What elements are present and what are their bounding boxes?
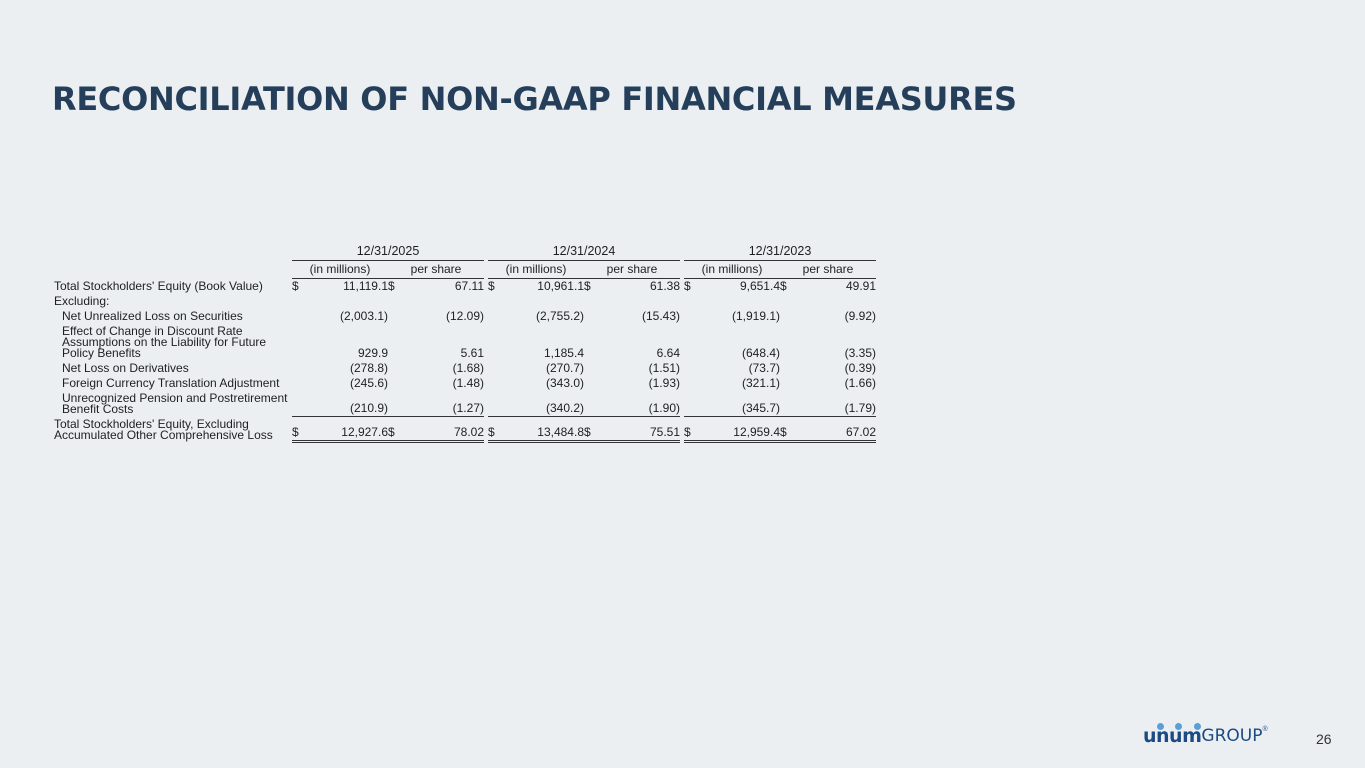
- cell-value: 67.11: [454, 279, 484, 293]
- col-header-per-share: per share: [584, 261, 680, 279]
- col-header-per-share: per share: [388, 261, 484, 279]
- cell-value: 9,651.4: [739, 279, 780, 293]
- table-row: Foreign Currency Translation Adjustment …: [54, 376, 876, 391]
- cell-value: (648.4): [741, 346, 780, 360]
- table-row-total: Total Stockholders' Equity, Excluding Ac…: [54, 417, 876, 443]
- table-row: Excluding:: [54, 294, 876, 309]
- logo-wordmark: unum: [1143, 723, 1202, 746]
- cell-value: (1.66): [844, 376, 876, 390]
- cell-value: (1.51): [648, 361, 680, 375]
- table-row: Unrecognized Pension and Postretirement …: [54, 391, 876, 417]
- label-header: [54, 246, 292, 261]
- dollar-sign: $: [684, 279, 691, 293]
- dollar-sign: $: [388, 417, 400, 443]
- cell-value: (9.92): [844, 309, 876, 323]
- dollar-sign: $: [584, 279, 591, 293]
- cell-value: 12,927.6: [304, 417, 388, 443]
- year-header: 12/31/2025: [292, 245, 484, 261]
- cell-value: (1.27): [400, 391, 484, 417]
- cell-value: 49.91: [845, 279, 876, 293]
- cell-value: (345.7): [696, 391, 780, 417]
- dollar-sign: $: [584, 417, 596, 443]
- dollar-sign: $: [292, 279, 299, 293]
- cell-value: 929.9: [357, 346, 388, 360]
- row-label: Net Loss on Derivatives: [62, 361, 189, 375]
- cell-value: (1.93): [648, 376, 680, 390]
- table-row: Effect of Change in Discount Rate Assump…: [54, 324, 876, 361]
- cell-value: (278.8): [349, 361, 388, 375]
- row-label: Foreign Currency Translation Adjustment: [62, 376, 280, 390]
- dollar-sign: $: [388, 279, 395, 293]
- row-label: Net Unrealized Loss on Securities: [62, 309, 243, 323]
- reconciliation-table: 12/31/2025 12/31/2024 12/31/2023 (in mil…: [54, 245, 876, 443]
- cell-value: (15.43): [641, 309, 680, 323]
- cell-value: 11,119.1: [343, 279, 388, 293]
- year-header-row: 12/31/2025 12/31/2024 12/31/2023: [54, 245, 876, 261]
- subheader-row: (in millions) per share (in millions) pe…: [54, 261, 876, 279]
- dollar-sign: $: [780, 279, 787, 293]
- cell-value: 12,959.4: [696, 417, 780, 443]
- table-row: Net Loss on Derivatives (278.8) (1.68) (…: [54, 361, 876, 376]
- dollar-sign: $: [488, 417, 500, 443]
- dollar-sign: $: [488, 279, 495, 293]
- cell-value: 1,185.4: [543, 346, 584, 360]
- row-label: Unrecognized Pension and Postretirement …: [62, 391, 288, 416]
- registered-mark: ®: [1262, 726, 1268, 733]
- col-header-per-share: per share: [780, 261, 876, 279]
- col-header-in-millions: (in millions): [488, 261, 584, 279]
- cell-value: (245.6): [349, 376, 388, 390]
- cell-value: (321.1): [741, 376, 780, 390]
- dollar-sign: $: [292, 417, 304, 443]
- year-header: 12/31/2023: [684, 245, 876, 261]
- table-row: Net Unrealized Loss on Securities (2,003…: [54, 309, 876, 324]
- cell-value: 61.38: [649, 279, 680, 293]
- cell-value: (343.0): [545, 376, 584, 390]
- cell-value: 10,961.1: [537, 279, 584, 293]
- row-label: Effect of Change in Discount Rate Assump…: [62, 324, 267, 360]
- cell-value: (3.35): [844, 346, 876, 360]
- row-label: Total Stockholders' Equity, Excluding Ac…: [54, 417, 273, 442]
- unum-group-logo: unum GROUP ®: [1143, 722, 1268, 746]
- cell-value: (2,003.1): [339, 309, 388, 323]
- cell-value: 5.61: [460, 346, 484, 360]
- cell-value: (1.79): [792, 391, 876, 417]
- dollar-sign: $: [684, 417, 696, 443]
- row-label: Total Stockholders' Equity (Book Value): [54, 279, 263, 293]
- page-number: 26: [1316, 731, 1332, 747]
- dollar-sign: $: [780, 417, 792, 443]
- cell-value: 78.02: [400, 417, 484, 443]
- row-label: Excluding:: [54, 294, 110, 308]
- page-title: RECONCILIATION OF NON-GAAP FINANCIAL MEA…: [52, 80, 1017, 118]
- table-row: Total Stockholders' Equity (Book Value) …: [54, 279, 876, 294]
- cell-value: (210.9): [304, 391, 388, 417]
- cell-value: (270.7): [545, 361, 584, 375]
- cell-value: 6.64: [656, 346, 680, 360]
- logo-group-text: GROUP: [1201, 726, 1263, 746]
- cell-value: (0.39): [844, 361, 876, 375]
- cell-value: 75.51: [596, 417, 680, 443]
- cell-value: (1,919.1): [731, 309, 780, 323]
- cell-value: (2,755.2): [535, 309, 584, 323]
- cell-value: (73.7): [748, 361, 780, 375]
- cell-value: 67.02: [792, 417, 876, 443]
- col-header-in-millions: (in millions): [292, 261, 388, 279]
- cell-value: 13,484.8: [500, 417, 584, 443]
- cell-value: (340.2): [500, 391, 584, 417]
- cell-value: (1.48): [452, 376, 484, 390]
- cell-value: (1.68): [452, 361, 484, 375]
- cell-value: (1.90): [596, 391, 680, 417]
- col-header-in-millions: (in millions): [684, 261, 780, 279]
- year-header: 12/31/2024: [488, 245, 680, 261]
- cell-value: (12.09): [445, 309, 484, 323]
- logo-dots-icon: [1146, 723, 1216, 731]
